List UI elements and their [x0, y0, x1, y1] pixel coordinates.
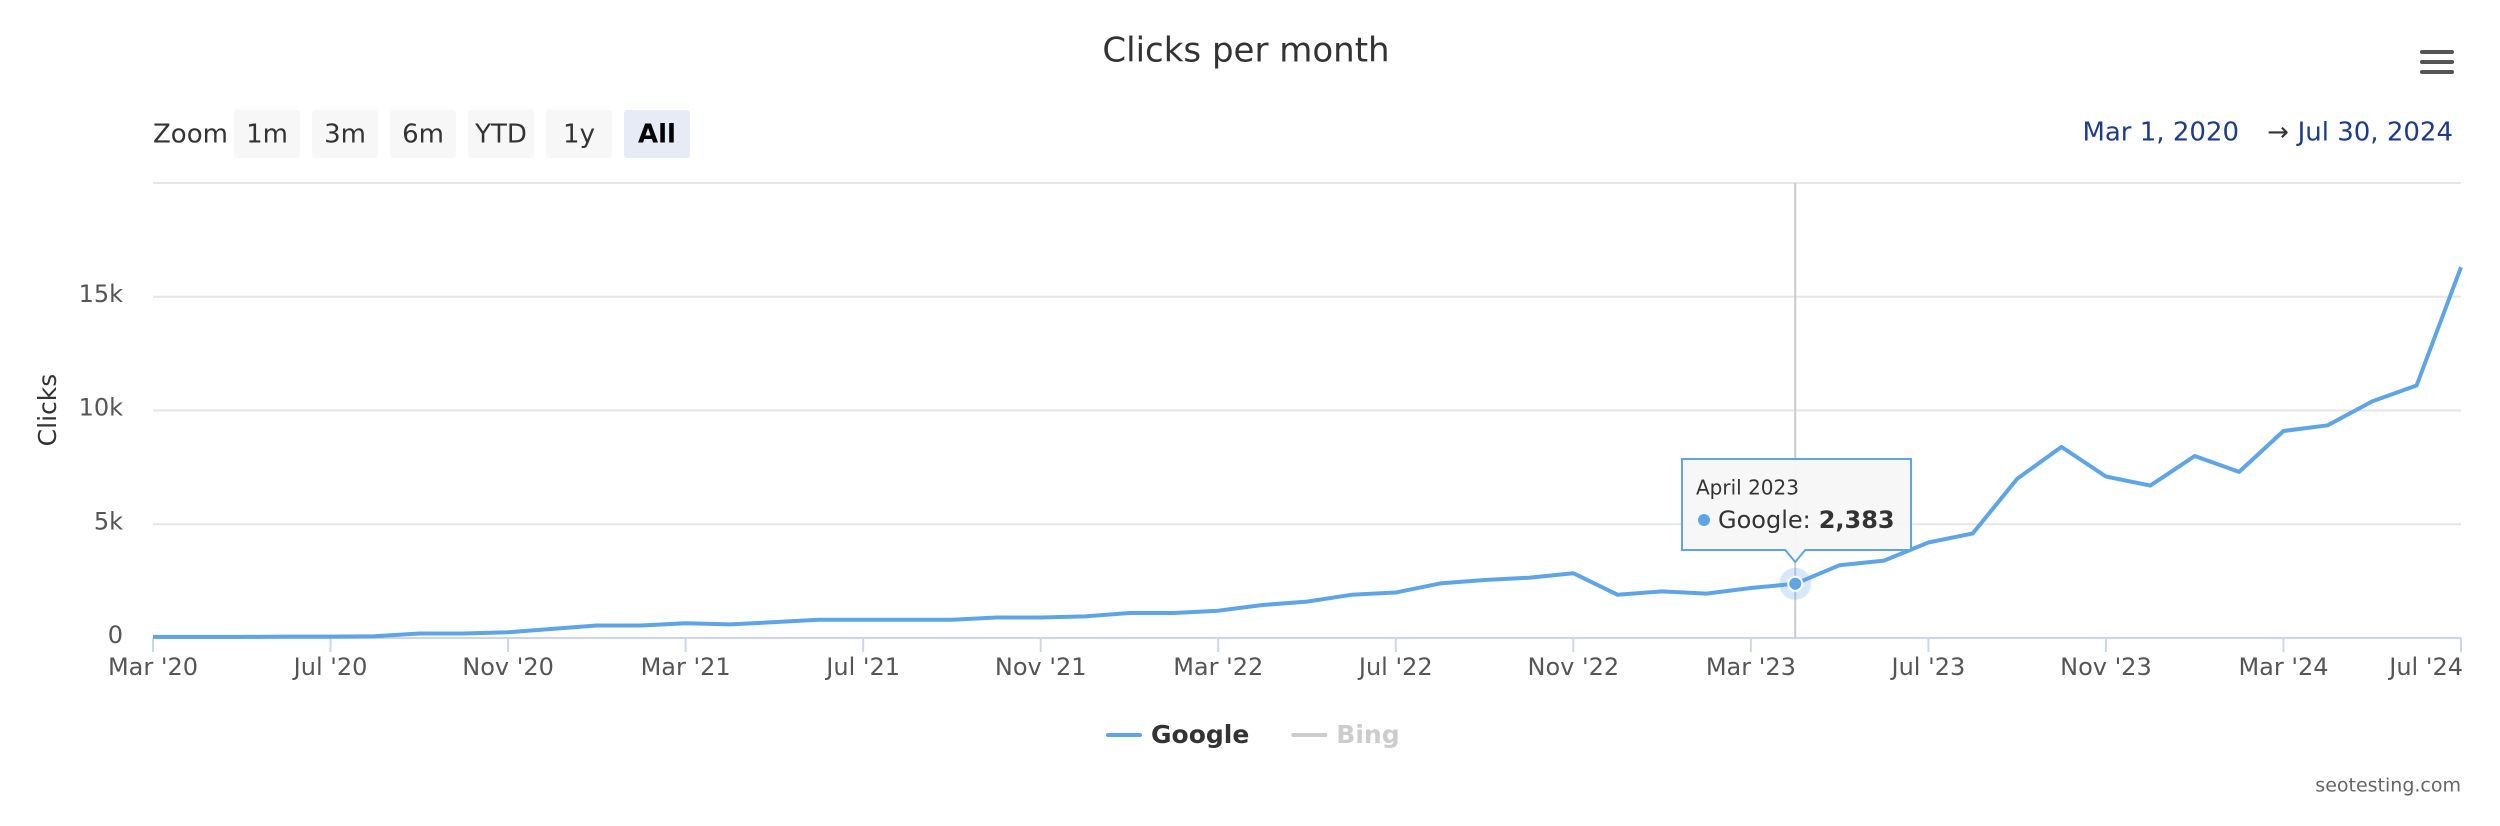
x-tick-label: Mar '22: [1173, 653, 1263, 681]
y-tick-label: 15k: [79, 280, 124, 308]
x-tick-label: Mar '21: [641, 653, 731, 681]
zoom-button[interactable]: [468, 110, 534, 158]
x-tick-label: Nov '21: [995, 653, 1087, 681]
zoom-label: Zoom: [153, 120, 228, 150]
tooltip-dot: [1698, 514, 1710, 526]
tooltip-series: Google:: [1718, 506, 1811, 534]
range-from[interactable]: Mar 1, 2020: [2082, 118, 2239, 148]
zoom-button-label[interactable]: 1y: [563, 120, 595, 150]
y-tick-label: 0: [108, 621, 123, 649]
x-tick-label: Jul '23: [1890, 653, 1966, 681]
zoom-button[interactable]: [624, 110, 690, 158]
tooltip-title: April 2023: [1696, 476, 1799, 500]
x-tick-label: Jul '22: [1357, 653, 1433, 681]
x-tick-label: Nov '23: [2060, 653, 2152, 681]
x-tick-label: Nov '22: [1528, 653, 1620, 681]
y-axis-title: Clicks: [33, 374, 62, 447]
credit[interactable]: seotesting.com: [2315, 775, 2461, 797]
tooltip-box: [1681, 458, 1912, 564]
zoom-button-label[interactable]: 3m: [324, 120, 366, 150]
zoom-button[interactable]: [312, 110, 378, 158]
menu-button[interactable]: [2418, 44, 2456, 80]
zoom-button-label[interactable]: 1m: [246, 120, 288, 150]
zoom-button-label[interactable]: All: [638, 120, 676, 150]
legend-label[interactable]: Bing: [1336, 720, 1399, 749]
chart-title: Clicks per month: [1102, 31, 1389, 71]
legend-label[interactable]: Google: [1151, 720, 1249, 749]
x-tick-label: Jul '24: [2387, 653, 2463, 681]
zoom-button-label[interactable]: YTD: [474, 120, 527, 150]
zoom-button[interactable]: [390, 110, 456, 158]
x-tick-label: Mar '24: [2238, 653, 2328, 681]
y-tick-label: 5k: [94, 507, 123, 535]
zoom-button[interactable]: [546, 110, 612, 158]
zoom-button-label[interactable]: 6m: [402, 120, 444, 150]
x-tick-label: Mar '20: [108, 653, 198, 681]
x-tick-label: Mar '23: [1706, 653, 1796, 681]
x-tick-label: Jul '20: [292, 653, 368, 681]
tooltip-value: 2,383: [1819, 506, 1895, 534]
range-to[interactable]: Jul 30, 2024: [2296, 118, 2453, 148]
y-tick-label: 10k: [79, 394, 124, 422]
hover-point: [1787, 575, 1804, 592]
x-tick-label: Jul '21: [824, 653, 900, 681]
x-tick-label: Nov '20: [462, 653, 554, 681]
zoom-button[interactable]: [234, 110, 300, 158]
series-line: [153, 266, 2463, 639]
range-separator: →: [2267, 118, 2289, 148]
